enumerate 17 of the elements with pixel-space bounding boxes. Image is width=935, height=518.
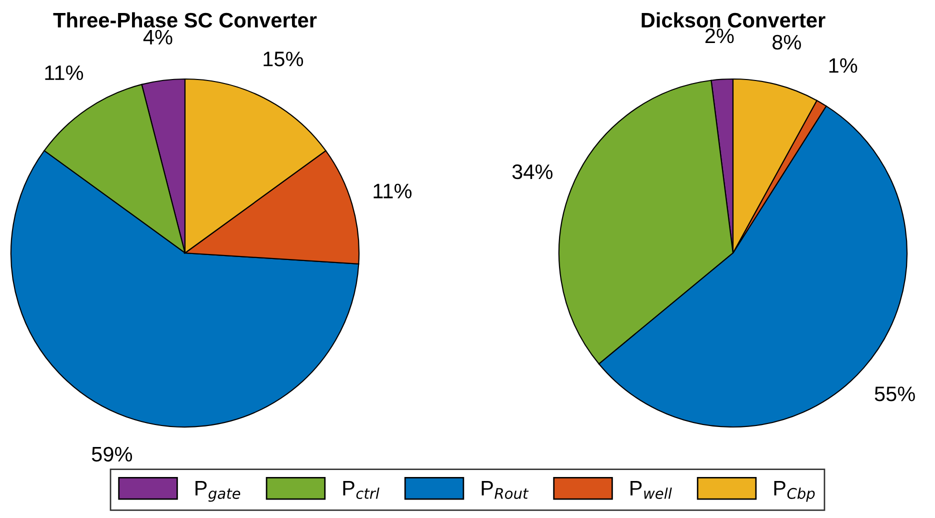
legend-label: P$_{gate}$ [196,481,240,502]
legend-label: P$_{Rout}$ [482,481,529,499]
data-label: 11% [374,184,412,198]
chart-title: Three-Phase SC Converter [53,12,317,28]
data-label: 2% [705,28,734,44]
legend-label: P$_{Cbp}$ [774,481,815,502]
data-label: 8% [772,34,801,50]
legend-label: P$_{well}$ [630,481,672,499]
data-label: 1% [829,58,858,73]
data-label: 11% [45,65,84,80]
data-label: 59% [92,446,132,462]
data-label: 15% [264,52,304,66]
data-label: 55% [874,386,915,402]
data-label: 4% [143,30,172,44]
chart-title: Dickson Converter [642,12,826,28]
legend-label: P$_{ctrl}$ [343,481,380,499]
data-label: 34% [512,164,552,180]
